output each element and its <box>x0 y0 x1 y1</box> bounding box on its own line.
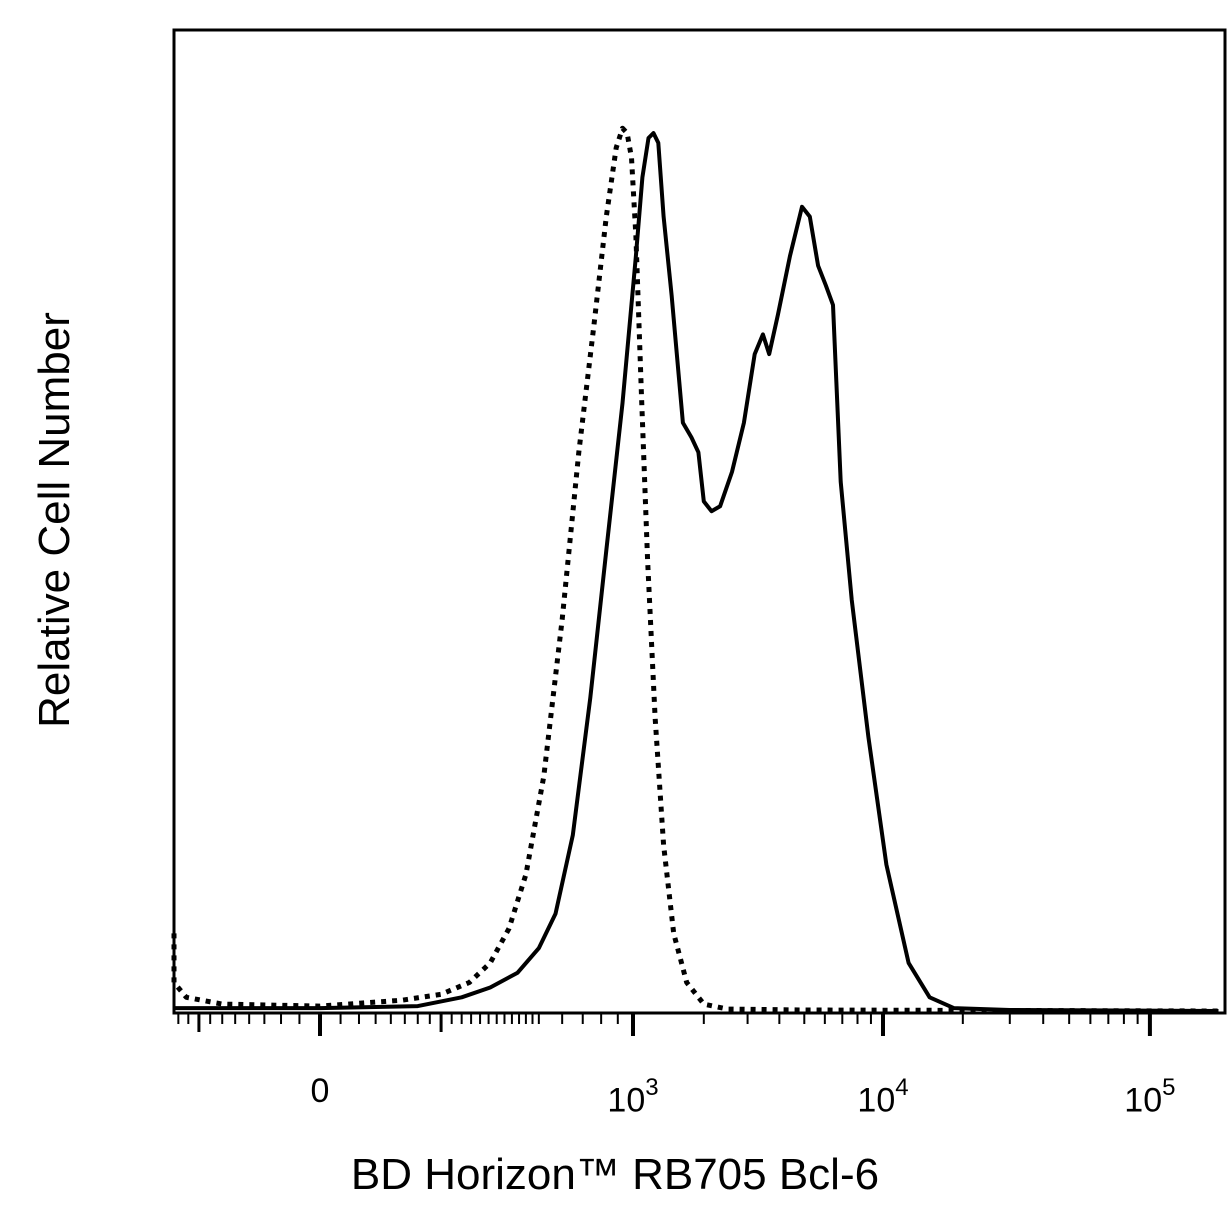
x-tick-label: 0 <box>310 1072 330 1110</box>
series-line-solid <box>174 131 1219 1013</box>
y-axis-label: Relative Cell Number <box>30 312 79 728</box>
x-tick-label: 104 <box>857 1074 909 1120</box>
x-tick-label: 103 <box>607 1074 659 1120</box>
x-tick-label: 105 <box>1124 1074 1176 1120</box>
x-axis-label: BD Horizon™ RB705 Bcl-6 <box>350 1150 880 1199</box>
plot-frame <box>172 28 1227 1015</box>
x-axis-ticks <box>177 1012 1152 1036</box>
series-line-dotted <box>171 125 1219 1014</box>
series-layer <box>171 125 1219 1014</box>
